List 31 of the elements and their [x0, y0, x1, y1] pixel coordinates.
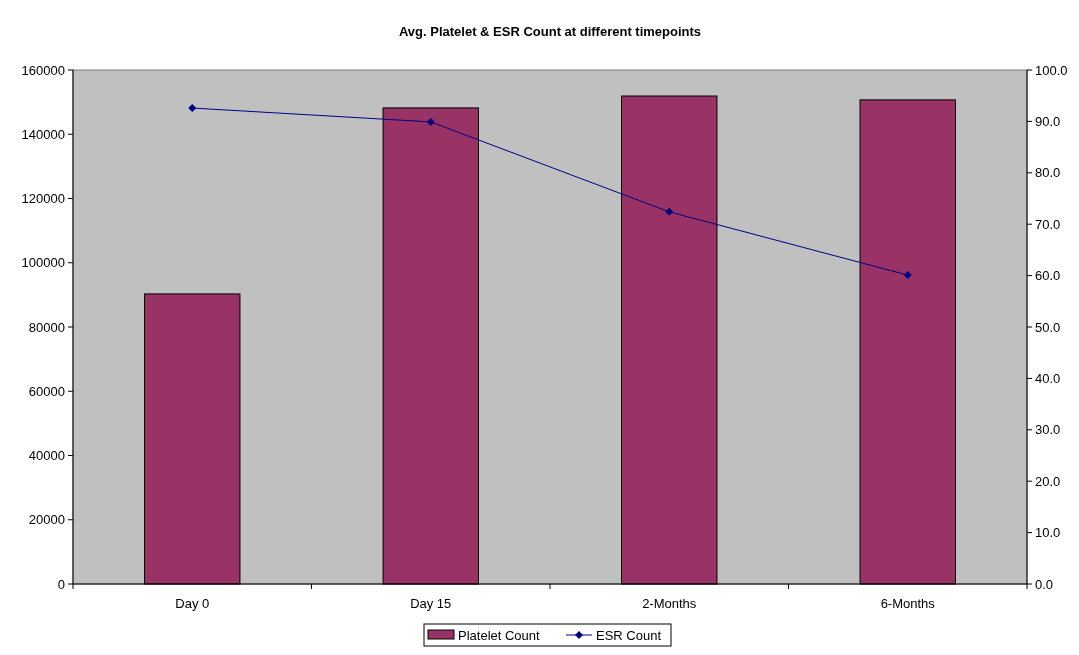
y2-tick-label: 90.0 — [1035, 113, 1061, 129]
y2-tick-label: 0.0 — [1035, 576, 1054, 592]
y-tick-label: 120000 — [21, 191, 65, 207]
y-tick-label: 0 — [57, 576, 65, 592]
y2-tick-label: 80.0 — [1035, 165, 1061, 181]
point — [665, 207, 674, 216]
legend-label: ESR Count — [596, 627, 662, 643]
y2-tick-label: 40.0 — [1035, 370, 1061, 386]
y-tick-label: 160000 — [21, 62, 65, 78]
y-tick-label: 20000 — [28, 512, 65, 528]
x-tick-label: Day 0 — [175, 596, 210, 611]
y-tick-label: 40000 — [28, 448, 65, 464]
y-tick-label: 80000 — [28, 319, 65, 335]
x-tick-label: 2-Months — [642, 596, 697, 611]
chart-title: Avg. Platelet & ESR Count at different timepoints — [398, 24, 702, 39]
y2-tick-label: 30.0 — [1035, 422, 1061, 438]
x-tick-label: 6-Months — [880, 596, 936, 611]
y2-tick-label: 20.0 — [1035, 473, 1061, 489]
legend-label: Platelet Count — [458, 627, 541, 643]
y-tick-label: 60000 — [28, 383, 65, 399]
x-tick-label: Day 15 — [410, 596, 452, 611]
y-tick-label: 100000 — [21, 255, 65, 271]
y2-tick-label: 70.0 — [1035, 216, 1061, 232]
y2-tick-label: 60.0 — [1035, 268, 1061, 284]
y2-tick-label: 10.0 — [1035, 525, 1061, 541]
y2-tick-label: 100.0 — [1035, 62, 1068, 78]
point — [903, 271, 912, 280]
point — [188, 104, 197, 113]
y2-tick-label: 50.0 — [1035, 319, 1061, 335]
y-tick-label: 140000 — [21, 126, 65, 142]
point — [426, 117, 435, 126]
